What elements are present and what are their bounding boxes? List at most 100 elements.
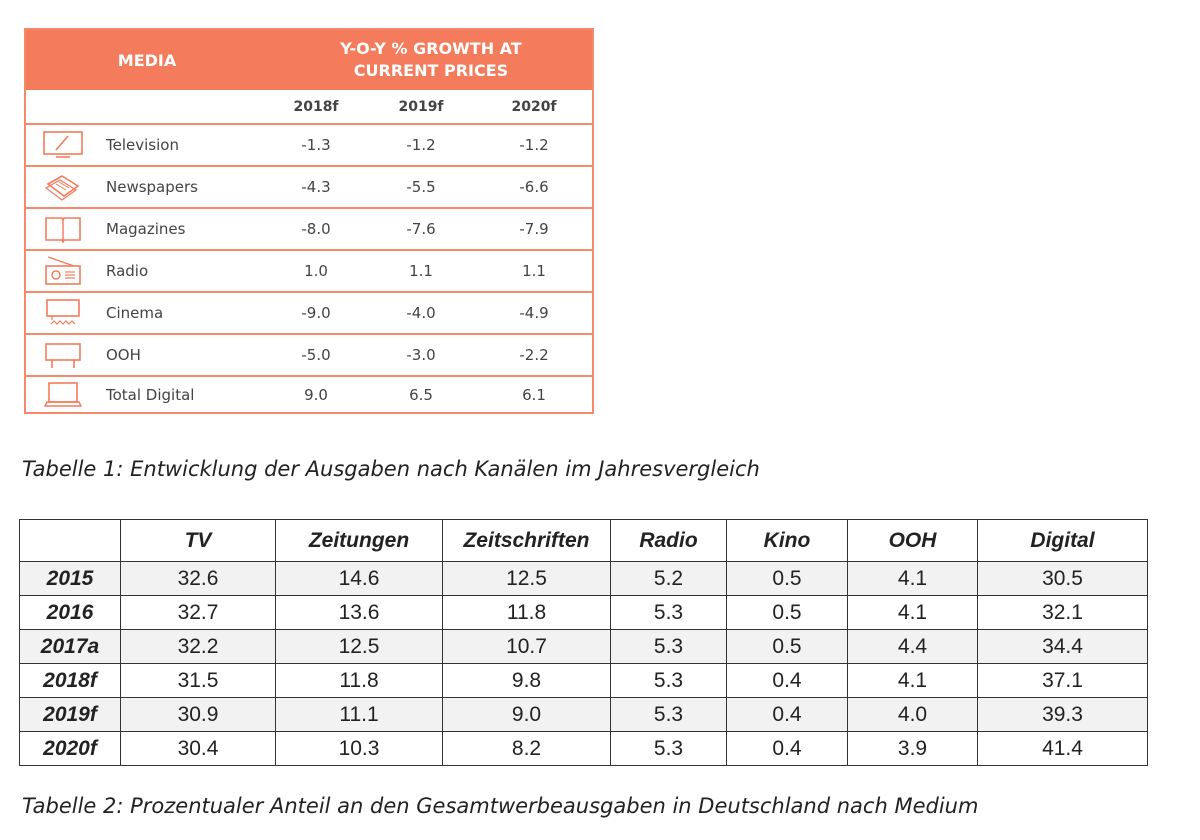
table-cell: 31.5 bbox=[120, 663, 276, 698]
growth-value: -7.6 bbox=[406, 220, 436, 238]
table-cell: 11.1 bbox=[275, 697, 443, 732]
table-cell: 5.3 bbox=[610, 595, 727, 630]
table-row: 2018f 31.5 11.8 9.8 5.3 0.4 4.1 37.1 bbox=[19, 663, 1148, 698]
table-cell: 5.3 bbox=[610, 629, 727, 664]
table-cell: 30.4 bbox=[120, 731, 276, 766]
growth-value: -7.9 bbox=[519, 220, 549, 238]
column-header: Zeitungen bbox=[275, 519, 443, 562]
table-cell: 5.2 bbox=[610, 561, 727, 596]
header-growth: Y-O-Y % GROWTH AT CURRENT PRICES bbox=[340, 39, 522, 80]
table-cell: 0.4 bbox=[726, 663, 848, 698]
growth-value: -5.5 bbox=[406, 178, 436, 196]
table-cell: 5.3 bbox=[610, 697, 727, 732]
media-growth-table: MEDIA Y-O-Y % GROWTH AT CURRENT PRICES 2… bbox=[24, 28, 594, 414]
table-header-row: TV Zeitungen Zeitschriften Radio Kino OO… bbox=[19, 519, 1148, 562]
table-row: Magazines -8.0 -7.6 -7.9 bbox=[26, 209, 592, 249]
table-cell: 10.7 bbox=[442, 629, 611, 664]
billboard-icon bbox=[42, 340, 84, 370]
media-name: OOH bbox=[106, 346, 141, 364]
table-cell: 4.1 bbox=[847, 595, 978, 630]
media-name: Magazines bbox=[106, 220, 186, 238]
table-row: 2015 32.6 14.6 12.5 5.2 0.5 4.1 30.5 bbox=[19, 561, 1148, 596]
column-header: Zeitschriften bbox=[442, 519, 611, 562]
table-cell: 30.9 bbox=[120, 697, 276, 732]
table-cell: 4.1 bbox=[847, 663, 978, 698]
table-row: 2019f 30.9 11.1 9.0 5.3 0.4 4.0 39.3 bbox=[19, 697, 1148, 732]
growth-value: 6.1 bbox=[522, 386, 546, 404]
media-name: Newspapers bbox=[106, 178, 198, 196]
growth-value: -4.9 bbox=[519, 304, 549, 322]
table-cell: 9.0 bbox=[442, 697, 611, 732]
growth-value: -2.2 bbox=[519, 346, 549, 364]
table-row: OOH -5.0 -3.0 -2.2 bbox=[26, 335, 592, 375]
growth-value: -5.0 bbox=[301, 346, 331, 364]
table-cell: 11.8 bbox=[275, 663, 443, 698]
magazine-icon bbox=[42, 214, 84, 244]
table-row: Television -1.3 -1.2 -1.2 bbox=[26, 125, 592, 165]
table-cell: 12.5 bbox=[275, 629, 443, 664]
media-share-table: TV Zeitungen Zeitschriften Radio Kino OO… bbox=[19, 519, 1148, 766]
table-row: Newspapers -4.3 -5.5 -6.6 bbox=[26, 167, 592, 207]
column-header: OOH bbox=[847, 519, 978, 562]
table-cell: 32.2 bbox=[120, 629, 276, 664]
growth-value: -4.0 bbox=[406, 304, 436, 322]
growth-value: -9.0 bbox=[301, 304, 331, 322]
row-divider bbox=[26, 375, 592, 377]
table-cell: 0.5 bbox=[726, 595, 848, 630]
media-name: Cinema bbox=[106, 304, 164, 322]
row-divider bbox=[26, 249, 592, 251]
table-cell: 30.5 bbox=[977, 561, 1148, 596]
table-row: 2017a 32.2 12.5 10.7 5.3 0.5 4.4 34.4 bbox=[19, 629, 1148, 664]
table-cell: 32.1 bbox=[977, 595, 1148, 630]
table-row: 2020f 30.4 10.3 8.2 5.3 0.4 3.9 41.4 bbox=[19, 731, 1148, 766]
growth-value: -1.2 bbox=[406, 136, 436, 154]
media-name: Total Digital bbox=[106, 386, 195, 404]
table-cell: 14.6 bbox=[275, 561, 443, 596]
table-cell: 0.5 bbox=[726, 629, 848, 664]
table-cell: 5.3 bbox=[610, 731, 727, 766]
corner-cell bbox=[19, 519, 121, 562]
laptop-icon bbox=[42, 380, 84, 410]
table-row: Cinema -9.0 -4.0 -4.9 bbox=[26, 293, 592, 333]
table1-caption: Tabelle 1: Entwicklung der Ausgaben nach… bbox=[22, 457, 760, 481]
table-cell: 9.8 bbox=[442, 663, 611, 698]
table-cell: 4.0 bbox=[847, 697, 978, 732]
header-media: MEDIA bbox=[117, 50, 177, 70]
table-row: Total Digital 9.0 6.5 6.1 bbox=[26, 375, 592, 415]
radio-icon bbox=[42, 256, 84, 286]
column-header: Digital bbox=[977, 519, 1148, 562]
growth-value: -4.3 bbox=[301, 178, 331, 196]
growth-value: 1.0 bbox=[304, 262, 328, 280]
row-divider bbox=[26, 207, 592, 209]
table-cell: 5.3 bbox=[610, 663, 727, 698]
year-header: 2019f bbox=[398, 99, 444, 115]
row-divider bbox=[26, 165, 592, 167]
newspaper-icon bbox=[42, 172, 84, 202]
table-cell: 41.4 bbox=[977, 731, 1148, 766]
column-header: Radio bbox=[610, 519, 727, 562]
table-cell: 4.4 bbox=[847, 629, 978, 664]
media-name: Radio bbox=[106, 262, 149, 280]
television-icon bbox=[42, 130, 84, 160]
growth-value: 1.1 bbox=[522, 262, 546, 280]
growth-value: 6.5 bbox=[409, 386, 433, 404]
table-cell: 13.6 bbox=[275, 595, 443, 630]
cinema-icon bbox=[42, 298, 84, 328]
growth-value: -8.0 bbox=[301, 220, 331, 238]
table-cell: 4.1 bbox=[847, 561, 978, 596]
table-cell: 8.2 bbox=[442, 731, 611, 766]
year-header: 2018f bbox=[293, 99, 339, 115]
table-cell: 11.8 bbox=[442, 595, 611, 630]
table-cell: 3.9 bbox=[847, 731, 978, 766]
column-header: TV bbox=[120, 519, 276, 562]
row-divider bbox=[26, 291, 592, 293]
row-year: 2015 bbox=[19, 561, 121, 596]
row-year: 2016 bbox=[19, 595, 121, 630]
table2-caption: Tabelle 2: Prozentualer Anteil an den Ge… bbox=[22, 794, 979, 818]
row-year: 2017a bbox=[19, 629, 121, 664]
column-header: Kino bbox=[726, 519, 848, 562]
growth-value: 9.0 bbox=[304, 386, 328, 404]
growth-value: -6.6 bbox=[519, 178, 549, 196]
table-cell: 0.5 bbox=[726, 561, 848, 596]
table-row: Radio 1.0 1.1 1.1 bbox=[26, 251, 592, 291]
